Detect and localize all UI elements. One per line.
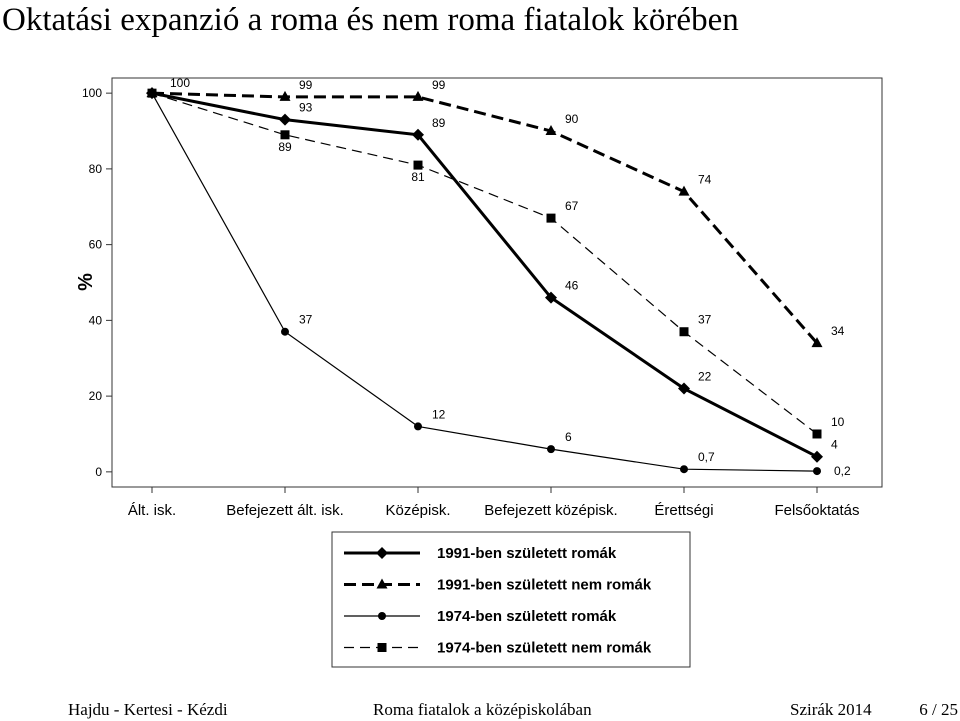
- plot-frame: [111, 77, 883, 488]
- data-label: 22: [698, 370, 712, 384]
- data-point: [813, 467, 821, 476]
- y-tick-label: 0: [95, 465, 102, 479]
- y-tick-label: 80: [89, 162, 103, 176]
- data-label: 81: [411, 170, 425, 184]
- data-label: 34: [831, 324, 845, 338]
- y-tick-label: 20: [89, 389, 103, 403]
- slide-title: Oktatási expanzió a roma és nem roma fia…: [2, 2, 739, 38]
- data-point: [412, 90, 424, 101]
- x-tick-label: Befejezett középisk.: [484, 502, 617, 519]
- data-point: [147, 88, 157, 98]
- footer-authors: Hajdu - Kertesi - Kézdi: [68, 700, 228, 719]
- data-point: [280, 130, 290, 140]
- x-tick-label: Középisk.: [385, 502, 450, 519]
- data-point: [413, 160, 423, 170]
- data-point: [547, 445, 555, 454]
- data-point: [412, 128, 424, 141]
- x-tick-label: Ált. isk.: [128, 502, 176, 519]
- data-point: [678, 382, 690, 395]
- x-tick-label: Felsőoktatás: [774, 502, 859, 519]
- data-point: [279, 113, 291, 126]
- data-label: 37: [299, 313, 313, 327]
- data-label: 67: [565, 199, 579, 213]
- data-label: 89: [432, 116, 446, 130]
- data-label: 12: [432, 407, 446, 421]
- legend-label: 1991-ben született nem romák: [437, 577, 652, 594]
- data-point: [281, 327, 289, 336]
- data-point: [279, 90, 291, 101]
- data-label: 6: [565, 430, 572, 444]
- legend-marker: [378, 612, 386, 620]
- y-tick-label: 100: [82, 86, 102, 100]
- footer-event: Szirák 2014: [790, 700, 872, 719]
- data-point: [812, 429, 822, 439]
- data-point: [811, 450, 823, 463]
- data-label: 74: [698, 173, 712, 187]
- data-point: [679, 327, 689, 337]
- data-label: 90: [565, 112, 579, 126]
- data-label: 100: [170, 76, 190, 90]
- data-label: 0,2: [834, 464, 851, 478]
- data-label: 99: [432, 78, 446, 92]
- data-label: 46: [565, 279, 579, 293]
- data-point: [545, 125, 557, 136]
- data-label: 10: [831, 415, 845, 429]
- y-axis-label: %: [75, 273, 97, 291]
- x-tick-label: Befejezett ált. isk.: [226, 502, 344, 519]
- legend-marker: [377, 643, 387, 652]
- data-point: [414, 422, 422, 431]
- legend-label: 1991-ben született romák: [437, 545, 617, 562]
- data-point: [546, 213, 556, 223]
- legend-marker: [376, 547, 388, 559]
- data-label: 99: [299, 78, 313, 92]
- y-tick-label: 40: [89, 313, 103, 327]
- series-line: [151, 92, 818, 435]
- data-point: [680, 465, 688, 474]
- series-line: [151, 92, 818, 472]
- data-label: 89: [278, 140, 292, 154]
- data-label: 37: [698, 313, 712, 327]
- data-label: 93: [299, 101, 313, 115]
- legend-marker: [376, 578, 388, 589]
- legend-label: 1974-ben született nem romák: [437, 640, 652, 657]
- data-point: [678, 185, 690, 196]
- data-point: [545, 291, 557, 304]
- footer-talk: Roma fiatalok a középiskolában: [373, 700, 592, 719]
- data-label: 0,7: [698, 450, 715, 464]
- data-point: [811, 337, 823, 348]
- series-line: [151, 91, 819, 345]
- legend-label: 1974-ben született romák: [437, 608, 617, 625]
- x-tick-label: Érettségi: [654, 502, 713, 519]
- y-tick-label: 60: [89, 238, 103, 252]
- data-label: 4: [831, 438, 838, 452]
- series-line: [151, 91, 818, 459]
- footer-page: 6 / 25: [919, 700, 958, 719]
